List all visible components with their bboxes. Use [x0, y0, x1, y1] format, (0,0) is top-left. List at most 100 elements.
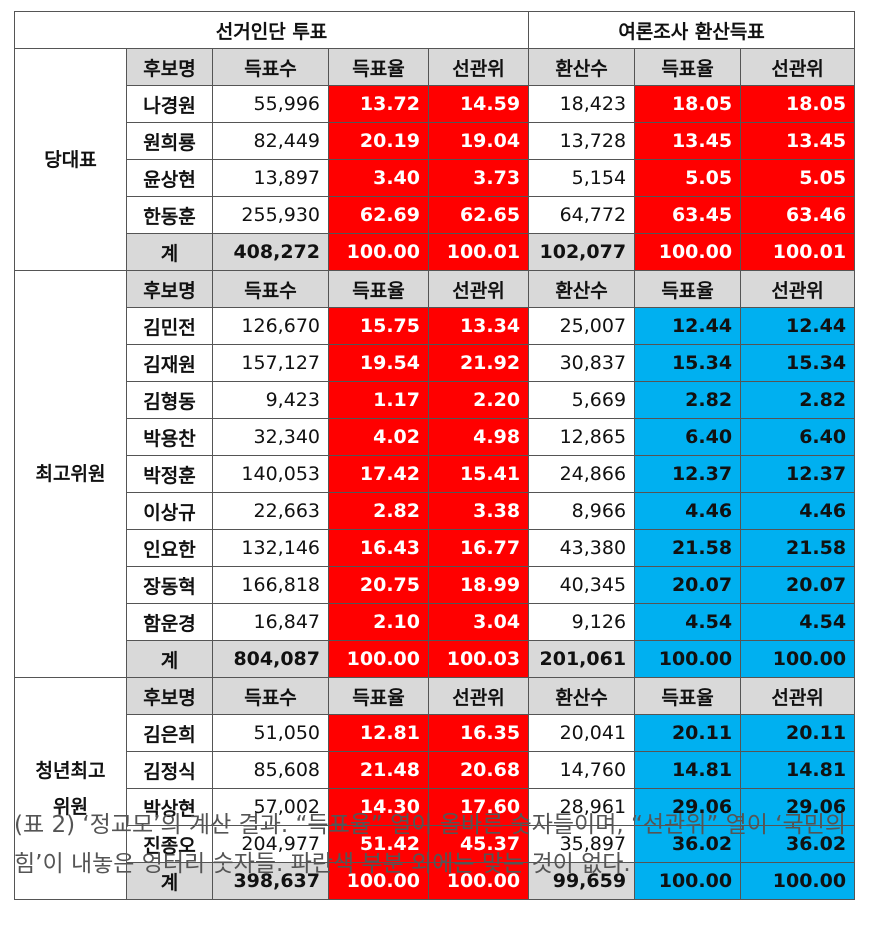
table-row: 김은희 51,050 12.81 16.35 20,041 20.11 20.11	[15, 714, 856, 752]
table-cell: 20.75	[328, 566, 429, 604]
table-cell: 16,847	[212, 603, 329, 641]
candidate-name: 윤상현	[126, 159, 213, 197]
table-cell: 63.46	[740, 196, 856, 234]
table-cell: 157,127	[212, 344, 329, 382]
table-cell: 12.44	[634, 307, 742, 345]
table-cell: 12,865	[528, 418, 636, 456]
table-cell: 9,126	[528, 603, 636, 641]
column-header: 후보명	[126, 270, 213, 308]
column-header: 환산수	[528, 270, 636, 308]
table-cell: 35,897	[528, 825, 636, 863]
table-cell: 62.69	[328, 196, 429, 234]
total-cell: 100.03	[427, 640, 530, 678]
total-cell: 408,272	[212, 233, 329, 271]
candidate-name: 나경원	[126, 85, 213, 123]
table-cell: 13.72	[328, 85, 429, 123]
table-row: 김형동 9,423 1.17 2.20 5,669 2.82 2.82	[15, 381, 856, 419]
column-header-row: 청년최고 위원 후보명 득표수 득표율 선관위 환산수 득표율 선관위	[14, 677, 856, 900]
candidate-name: 김민전	[126, 307, 213, 345]
table-row: 김재원 157,127 19.54 21.92 30,837 15.34 15.34	[15, 344, 856, 382]
table-cell: 140,053	[212, 455, 329, 493]
table-cell: 21.92	[427, 344, 530, 382]
table-cell: 2.20	[427, 381, 530, 419]
table-cell: 19.54	[328, 344, 429, 382]
table-cell: 3.73	[427, 159, 530, 197]
table-cell: 18.99	[427, 566, 530, 604]
table-row: 박상현 57,002 14.30 17.60 28,961 29.06 29.06	[15, 788, 856, 826]
table-cell: 14.30	[328, 788, 429, 826]
table-cell: 13.34	[427, 307, 530, 345]
results-table: 선거인단 투표 여론조사 환산득표 당대표 후보명 득표수 득표율 선관위 환산수 득표율 선…	[13, 11, 856, 900]
table-row: 원희룡 82,449 20.19 19.04 13,728 13.45 13.45	[15, 122, 856, 160]
table-cell: 3.04	[427, 603, 530, 641]
table-cell: 13,897	[212, 159, 329, 197]
candidate-name: 인요한	[126, 529, 213, 567]
table-cell: 16.35	[427, 714, 530, 752]
table-row: 윤상현 13,897 3.40 3.73 5,154 5.05 5.05	[15, 159, 856, 197]
column-header: 득표율	[328, 677, 429, 715]
column-header: 득표율	[634, 677, 742, 715]
total-cell: 100.00	[328, 640, 429, 678]
section-label: 청년최고 위원	[14, 677, 127, 900]
column-header-row: 당대표 후보명 득표수 득표율 선관위 환산수 득표율 선관위	[14, 48, 856, 271]
table-cell: 12.37	[740, 455, 856, 493]
table-cell: 2.82	[740, 381, 856, 419]
table-cell: 36.02	[634, 825, 742, 863]
table-row: 나경원 55,996 13.72 14.59 18,423 18.05 18.05	[15, 85, 856, 123]
table-cell: 4.46	[634, 492, 742, 530]
table-row: 박정훈 140,053 17.42 15.41 24,866 12.37 12.37	[15, 455, 856, 493]
table-row: 진종오 204,977 51.42 45.37 35,897 36.02 36.02	[15, 825, 856, 863]
table-cell: 29.06	[740, 788, 856, 826]
table-cell: 15.41	[427, 455, 530, 493]
table-cell: 63.45	[634, 196, 742, 234]
candidate-name: 원희룡	[126, 122, 213, 160]
column-header: 후보명	[126, 677, 213, 715]
table-cell: 16.43	[328, 529, 429, 567]
table-cell: 17.60	[427, 788, 530, 826]
total-cell: 100.00	[740, 862, 856, 900]
table-cell: 57,002	[212, 788, 329, 826]
total-row: 계 804,087 100.00 100.03 201,061 100.00 100.00	[15, 640, 856, 678]
table-cell: 62.65	[427, 196, 530, 234]
candidate-name: 김은희	[126, 714, 213, 752]
table-cell: 19.04	[427, 122, 530, 160]
table-cell: 24,866	[528, 455, 636, 493]
total-row: 계 398,637 100.00 100.00 99,659 100.00 100.00	[15, 862, 856, 900]
total-cell: 804,087	[212, 640, 329, 678]
total-cell: 102,077	[528, 233, 636, 271]
column-header: 득표율	[634, 270, 742, 308]
table-cell: 12.44	[740, 307, 856, 345]
table-row: 장동혁 166,818 20.75 18.99 40,345 20.07 20.07	[15, 566, 856, 604]
table-cell: 132,146	[212, 529, 329, 567]
table-cell: 14.81	[740, 751, 856, 789]
column-header: 선관위	[427, 48, 530, 86]
candidate-name: 김형동	[126, 381, 213, 419]
total-label: 계	[126, 640, 213, 678]
table-cell: 17.42	[328, 455, 429, 493]
column-header: 환산수	[528, 48, 636, 86]
table-body: 선거인단 투표 여론조사 환산득표 당대표 후보명 득표수 득표율 선관위 환산수 득표율 선…	[13, 11, 856, 900]
table-row: 함운경 16,847 2.10 3.04 9,126 4.54 4.54	[15, 603, 856, 641]
table-cell: 43,380	[528, 529, 636, 567]
table-cell: 14,760	[528, 751, 636, 789]
table-cell: 9,423	[212, 381, 329, 419]
table-row: 한동훈 255,930 62.69 62.65 64,772 63.45 63.46	[15, 196, 856, 234]
table-cell: 5.05	[634, 159, 742, 197]
table-cell: 14.81	[634, 751, 742, 789]
candidate-name: 김정식	[126, 751, 213, 789]
table-cell: 20.11	[740, 714, 856, 752]
table-cell: 25,007	[528, 307, 636, 345]
candidate-name: 한동훈	[126, 196, 213, 234]
column-header: 선관위	[427, 270, 530, 308]
total-cell: 100.00	[328, 233, 429, 271]
table-cell: 3.40	[328, 159, 429, 197]
table-cell: 18,423	[528, 85, 636, 123]
column-header: 선관위	[740, 677, 856, 715]
table-cell: 21.58	[740, 529, 856, 567]
total-label: 계	[126, 233, 213, 271]
table-cell: 40,345	[528, 566, 636, 604]
table-cell: 16.77	[427, 529, 530, 567]
section-label: 당대표	[14, 48, 127, 271]
table-cell: 20.07	[740, 566, 856, 604]
table-caption: (표 2) ‘정교모’의 계산 결과. “득표율” 열이 올바른 숫자들이며, …	[14, 812, 847, 877]
